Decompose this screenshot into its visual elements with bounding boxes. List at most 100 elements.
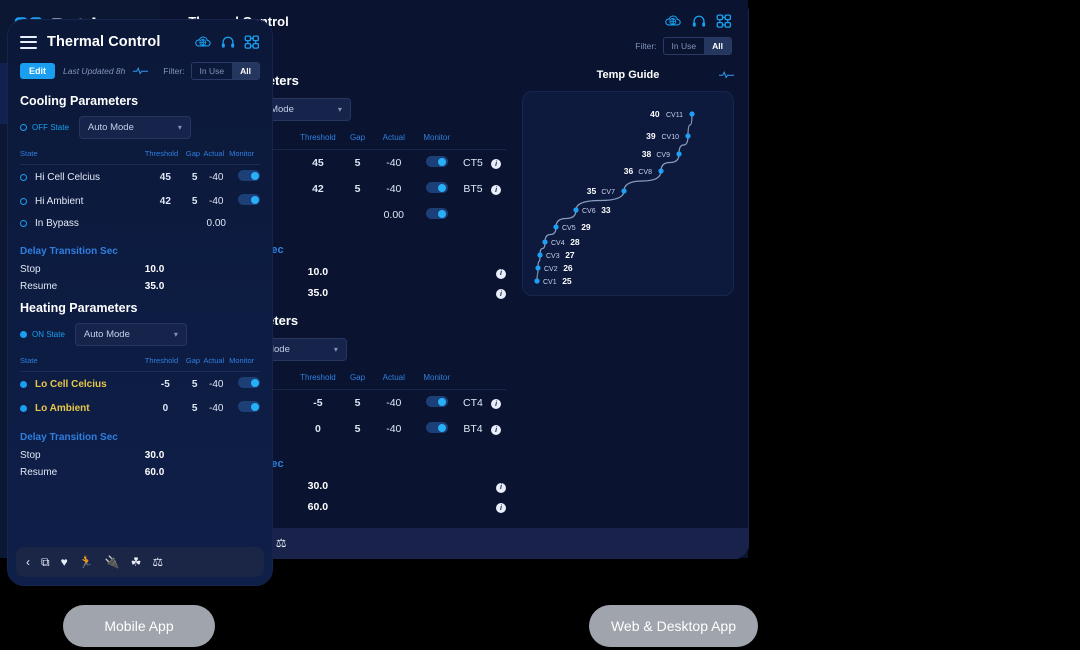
filter-option-all[interactable]: All	[232, 63, 259, 79]
filter-option-all[interactable]: All	[704, 38, 731, 54]
monitor-toggle[interactable]	[425, 396, 448, 407]
monitor-toggle[interactable]	[238, 401, 260, 412]
chart-point[interactable]	[621, 188, 627, 194]
col-state: State	[20, 356, 145, 372]
info-icon[interactable]: i	[496, 268, 506, 279]
delay-value: 30.0	[144, 450, 165, 461]
pulse-icon[interactable]	[133, 62, 149, 80]
chart-point-label: CV8	[638, 169, 652, 176]
heating-mode-select[interactable]: Auto Mode ▾	[74, 323, 187, 346]
filter-segmented-control[interactable]: In Use All	[662, 37, 732, 55]
monitor-toggle[interactable]	[425, 208, 448, 219]
cooling-mode-select[interactable]: Auto Mode ▾	[78, 116, 191, 139]
chart-point-value: 39	[646, 131, 656, 141]
filter-segmented-control[interactable]: In Use All	[190, 62, 260, 80]
col-actual: Actual	[374, 373, 414, 390]
chart-point[interactable]	[537, 252, 543, 258]
delay-key: Stop	[20, 450, 41, 461]
filter-option-in-use[interactable]: In Use	[671, 41, 697, 51]
headset-icon[interactable]	[221, 35, 235, 50]
info-icon[interactable]: i	[491, 399, 502, 410]
chart-point[interactable]	[553, 224, 559, 230]
chart-point[interactable]	[685, 133, 691, 139]
monitor-toggle[interactable]	[238, 194, 260, 205]
info-icon[interactable]: i	[496, 289, 506, 299]
chart-point[interactable]	[573, 207, 579, 213]
chevron-down-icon: ▾	[173, 330, 178, 339]
chevron-down-icon: ▾	[333, 345, 338, 354]
caption-mobile-app: Mobile App	[63, 605, 215, 647]
row-gap: 5	[354, 423, 361, 435]
row-name: Hi Ambient	[35, 195, 84, 207]
chart-point-label: CV11	[666, 112, 683, 119]
plug-icon[interactable]: 🔌	[104, 555, 120, 569]
desktop-header-icons	[665, 14, 732, 29]
chart-point[interactable]	[689, 111, 695, 117]
delay-row: Stop 10.0	[8, 261, 272, 278]
mobile-header-icons	[195, 34, 260, 50]
row-monitor-cell	[414, 150, 460, 177]
runner-icon[interactable]: 🏃	[78, 555, 94, 569]
filter-group: Filter: In Use All	[635, 37, 732, 55]
table-row[interactable]: In Bypass 0.00	[20, 213, 260, 234]
chart-point[interactable]	[534, 278, 540, 284]
info-icon[interactable]: i	[496, 503, 506, 513]
duplicate-icon[interactable]: ⧉	[41, 555, 50, 569]
last-updated-label: Last Updated 8h	[63, 66, 126, 76]
chart-point-label: CV1	[543, 279, 557, 286]
scales-icon[interactable]: ⚖	[152, 555, 164, 569]
table-row[interactable]: Hi Ambient 42 5 -40	[20, 189, 260, 213]
chart-point-label: CV9	[656, 152, 670, 159]
monitor-toggle[interactable]	[238, 377, 260, 388]
chart-point-label: CV5	[562, 225, 576, 232]
row-threshold: 42	[312, 183, 324, 195]
info-icon[interactable]: i	[491, 159, 502, 170]
row-actual: -40	[209, 171, 224, 183]
filter-label: Filter:	[163, 66, 185, 76]
table-row[interactable]: Lo Cell Celcius -5 5 -40	[20, 372, 260, 397]
globe-cloud-icon[interactable]	[665, 14, 682, 29]
row-state-dot-icon	[20, 220, 27, 227]
row-state-dot-icon	[20, 380, 27, 388]
table-row[interactable]: Lo Ambient 0 5 -40	[20, 396, 260, 420]
row-actual: -40	[386, 423, 402, 435]
info-icon[interactable]: i	[491, 425, 502, 436]
headset-icon[interactable]	[692, 14, 706, 29]
monitor-toggle[interactable]	[425, 156, 448, 167]
cooling-section-title: Cooling Parameters	[20, 94, 139, 108]
batrium-link-icon[interactable]	[716, 14, 732, 29]
col-gap: Gap	[185, 356, 204, 372]
chart-point[interactable]	[535, 265, 541, 271]
edit-button[interactable]: Edit	[20, 63, 55, 79]
monitor-toggle[interactable]	[425, 422, 448, 433]
row-gap: 5	[191, 195, 198, 207]
pulse-icon[interactable]	[719, 66, 734, 84]
row-sensor-tag	[460, 202, 486, 228]
chart-point-value: 35	[587, 186, 597, 196]
row-actual: -40	[209, 378, 224, 390]
info-icon[interactable]: i	[491, 185, 502, 196]
row-threshold: 42	[159, 195, 171, 207]
hamburger-icon[interactable]	[20, 35, 37, 49]
chart-point-label: CV10	[661, 134, 679, 141]
monitor-toggle[interactable]	[238, 170, 260, 181]
chart-point[interactable]	[676, 151, 682, 157]
scales-icon[interactable]: ⚖	[275, 536, 287, 550]
chart-point-value: 26	[563, 263, 573, 273]
delay-key: Resume	[20, 281, 58, 292]
table-row[interactable]: Hi Cell Celcius 45 5 -40	[20, 165, 260, 190]
chart-point[interactable]	[542, 239, 548, 245]
batrium-link-icon[interactable]	[244, 34, 260, 50]
col-monitor: Monitor	[229, 149, 260, 165]
heart-icon[interactable]: ♥	[60, 555, 68, 569]
back-chevron-icon[interactable]: ‹	[26, 555, 30, 569]
row-sensor-tag: CT5	[463, 157, 483, 169]
globe-cloud-icon[interactable]	[195, 35, 212, 50]
filter-option-in-use[interactable]: In Use	[199, 66, 225, 76]
chart-point[interactable]	[658, 168, 664, 174]
monitor-toggle[interactable]	[425, 182, 448, 193]
row-threshold: 0	[314, 423, 321, 435]
info-icon[interactable]: i	[496, 482, 506, 493]
fan-icon[interactable]: ☘	[130, 555, 142, 569]
